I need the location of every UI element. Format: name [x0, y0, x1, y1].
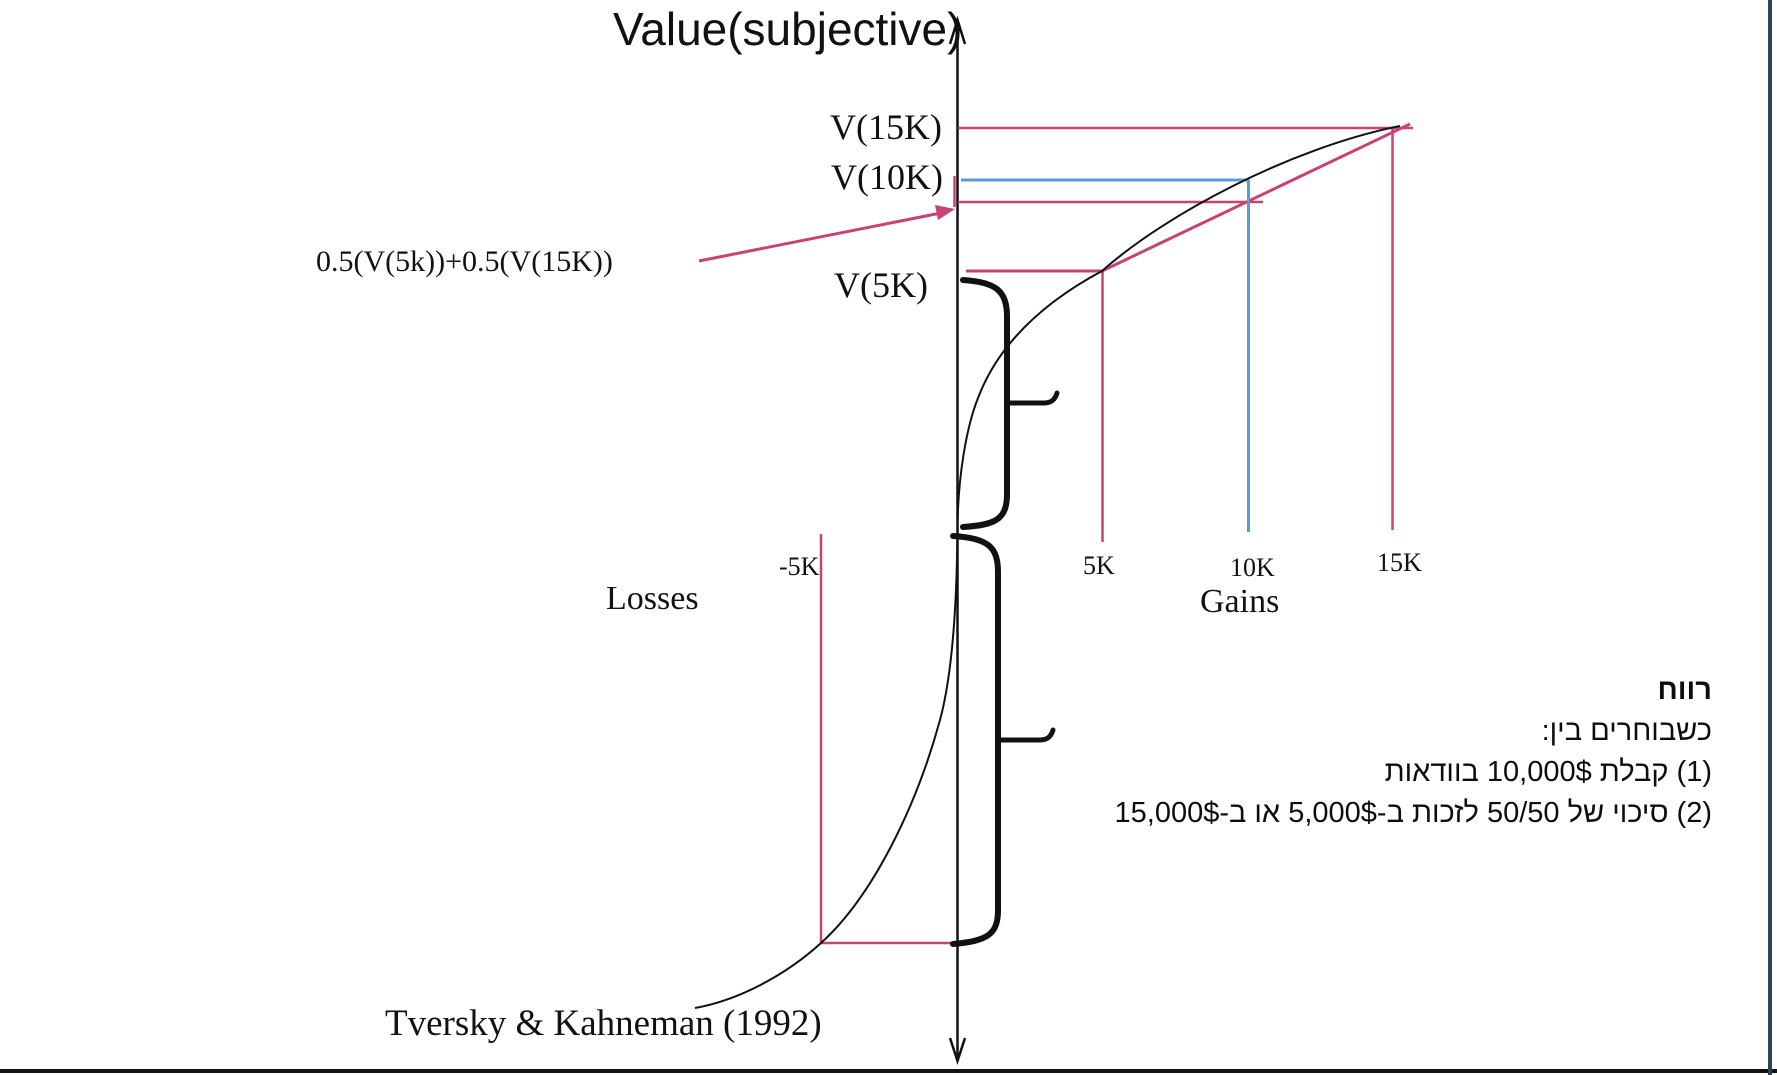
hebrew-note-option-1: (1) קבלת 10,000$ בוודאות [1384, 756, 1712, 788]
loss-value-brace [950, 533, 1056, 947]
loss-brace-point [995, 727, 1056, 743]
citation-text: Tversky & Kahneman (1992) [385, 1003, 822, 1044]
certain-10k-guide-lines [961, 178, 1250, 532]
gamble-chord-line [1099, 122, 1411, 274]
hebrew-note-option-2: (2) סיכוי של 50/50 לזכות ב-5,000$ או ב-1… [1114, 797, 1713, 829]
slide-right-border [1768, 0, 1772, 1075]
arrow-head-icon [935, 205, 955, 220]
gain-brace-point [1004, 390, 1060, 406]
axis-arrow-down-icon [948, 1037, 967, 1066]
slide-bottom-border [0, 1069, 1777, 1073]
y-axis-title: Value(subjective) [613, 3, 963, 55]
hebrew-note-title: רווח [1657, 674, 1712, 706]
gain-brace-stem [960, 277, 1010, 530]
losses-axis-label: Losses [606, 580, 699, 617]
axis-arrow-up-icon [948, 15, 967, 45]
value-function-curve [694, 125, 1401, 1009]
tick-15k: 15K [1377, 548, 1422, 577]
tick-10k: 10K [1230, 553, 1275, 582]
hebrew-note: רווח כשבוחרים בין: (1) קבלת 10,000$ בווד… [1115, 670, 1713, 834]
hebrew-note-line-choose: כשבוחרים בין: [1541, 715, 1712, 747]
loss-brace-stem [950, 533, 1001, 947]
v5k-label: V(5K) [834, 265, 928, 305]
tick-neg-5k: -5K [779, 552, 820, 581]
gain-value-brace [960, 277, 1060, 530]
tick-5k: 5K [1083, 551, 1115, 580]
loss-guide-lines [819, 534, 957, 945]
gains-axis-label: Gains [1200, 583, 1280, 620]
v10k-label: V(10K) [831, 157, 943, 197]
expected-value-arrow [698, 176, 956, 263]
gain-guide-lines [958, 122, 1413, 542]
arrow-shaft [698, 211, 942, 263]
expected-value-label: 0.5(V(5k))+0.5(V(15K)) [316, 245, 613, 278]
v15k-label: V(15K) [830, 107, 942, 147]
